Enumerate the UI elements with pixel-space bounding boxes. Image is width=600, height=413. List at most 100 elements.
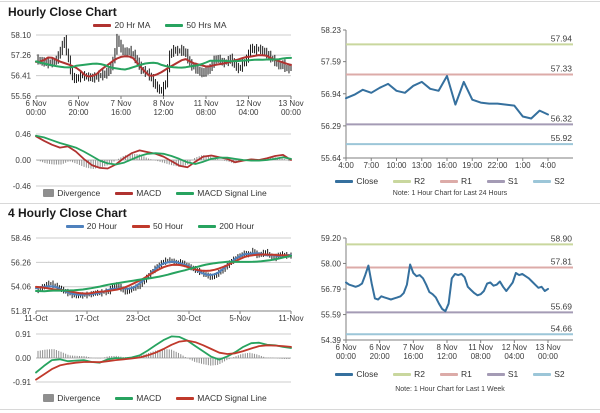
svg-text:0.46: 0.46 [15,130,31,139]
svg-text:7 Nov: 7 Nov [403,343,424,352]
svg-text:55.59: 55.59 [321,311,342,320]
svg-text:54.39: 54.39 [321,336,342,345]
bar-swatch-divergence [43,189,55,197]
line-swatch-macd [115,191,134,195]
legend-item-s1: S1 [486,369,519,379]
svg-text:56.32: 56.32 [551,113,573,123]
divider-middle [0,203,600,204]
svg-text:58.90: 58.90 [551,233,573,243]
legend-label: S1 [507,176,519,186]
legend-label: R1 [460,176,472,186]
hourly-levels-legend: Close R2 R1 S1 S2 [310,176,590,186]
line-swatch-200-hour [198,224,217,228]
line-swatch-s1 [486,179,505,183]
legend-item-macd: MACD [115,188,161,198]
legend-item-s2: S2 [533,369,565,379]
legend-label: MACD [136,393,162,403]
line-swatch-r2 [393,372,412,376]
svg-text:54.66: 54.66 [551,323,573,333]
svg-text:55.56: 55.56 [11,92,32,101]
legend-item-20-hr-ma: 20 Hr MA [93,20,150,30]
line-swatch-50-hrs-ma [165,23,184,27]
svg-text:11-Nov: 11-Nov [278,314,303,323]
svg-text:23-Oct: 23-Oct [126,314,151,323]
svg-text:12:00: 12:00 [153,108,174,117]
svg-text:11 Nov: 11 Nov [468,343,493,352]
svg-text:6 Nov: 6 Nov [369,343,390,352]
legend-item-macd-signal-line: MACD Signal Line [176,188,267,198]
svg-text:00:00: 00:00 [26,108,47,117]
svg-text:6 Nov: 6 Nov [68,99,89,108]
legend-item-macd-signal-line: MACD Signal Line [176,393,267,403]
hourly-close-chart-title: Hourly Close Chart [8,5,117,19]
svg-text:04:00: 04:00 [504,352,525,361]
four-hourly-macd-legend: Divergence MACD MACD Signal Line [20,393,290,403]
legend-label: 20 Hr MA [114,20,151,30]
legend-item-close: Close [335,176,378,186]
svg-text:-0.91: -0.91 [13,378,32,387]
svg-text:57.59: 57.59 [321,58,342,67]
divider-bottom [0,409,600,410]
legend-label: S2 [554,369,565,379]
svg-text:19:00: 19:00 [462,161,483,170]
legend-label: R2 [414,176,425,186]
four-hourly-macd-chart: 0.91 0.00 -0.91 [13,330,292,387]
line-swatch-s2 [533,372,552,376]
legend-item-r1: R1 [439,369,472,379]
bar-swatch-divergence [43,394,55,402]
svg-text:59.20: 59.20 [321,234,342,243]
svg-text:0.00: 0.00 [15,354,31,363]
svg-text:55.69: 55.69 [551,301,573,311]
svg-text:11-Oct: 11-Oct [24,314,48,323]
legend-label: 20 Hour [86,221,118,231]
svg-text:20:00: 20:00 [68,108,89,117]
svg-text:00:00: 00:00 [336,352,357,361]
legend-item-divergence: Divergence [43,393,100,403]
svg-text:00:00: 00:00 [281,108,302,117]
svg-text:58.46: 58.46 [11,234,32,243]
hourly-macd-legend: Divergence MACD MACD Signal Line [20,188,290,198]
svg-text:08:00: 08:00 [196,108,217,117]
svg-text:20:00: 20:00 [370,352,391,361]
line-swatch-s2 [533,179,552,183]
svg-text:58.00: 58.00 [321,259,342,268]
legend-item-200-hour: 200 Hour [198,221,254,231]
svg-text:16:00: 16:00 [403,352,424,361]
svg-text:5-Nov: 5-Nov [229,314,250,323]
legend-label: MACD [136,188,162,198]
svg-text:7:00: 7:00 [363,161,379,170]
svg-text:04:00: 04:00 [238,108,259,117]
legend-label: S1 [507,369,519,379]
svg-text:7 Nov: 7 Nov [111,99,132,108]
legend-label: S2 [554,176,565,186]
four-hourly-ma-legend: 20 Hour 50 Hour 200 Hour [30,221,290,231]
legend-label: Close [356,176,379,186]
svg-text:12 Nov: 12 Nov [502,343,527,352]
svg-text:56.94: 56.94 [321,90,342,99]
svg-text:57.33: 57.33 [551,63,573,73]
svg-text:57.26: 57.26 [11,51,32,60]
hourly-levels-chart: 58.23 57.59 56.94 56.29 55.64 57.94 57.33 56.32… [321,26,573,170]
svg-text:51.87: 51.87 [11,307,32,316]
svg-text:13:00: 13:00 [412,161,433,170]
svg-text:10:00: 10:00 [386,161,407,170]
hourly-macd-chart: 0.46 0.00 -0.46 [13,130,292,191]
svg-text:54.06: 54.06 [11,283,32,292]
line-swatch-close [335,372,354,376]
svg-text:6 Nov: 6 Nov [336,343,357,352]
line-swatch-r1 [439,179,458,183]
line-swatch-r2 [393,179,412,183]
svg-text:13 Nov: 13 Nov [278,99,303,108]
svg-text:12 Nov: 12 Nov [236,99,261,108]
four-hourly-close-chart-title: 4 Hourly Close Chart [8,206,127,220]
svg-text:16:00: 16:00 [111,108,132,117]
svg-text:-0.46: -0.46 [13,182,32,191]
svg-text:56.41: 56.41 [11,72,32,81]
line-swatch-macd-signal-line [176,191,195,195]
svg-text:57.94: 57.94 [551,33,573,43]
legend-label: Close [356,369,379,379]
svg-text:56.79: 56.79 [321,285,342,294]
line-swatch-macd [115,396,134,400]
svg-text:16:00: 16:00 [437,161,458,170]
